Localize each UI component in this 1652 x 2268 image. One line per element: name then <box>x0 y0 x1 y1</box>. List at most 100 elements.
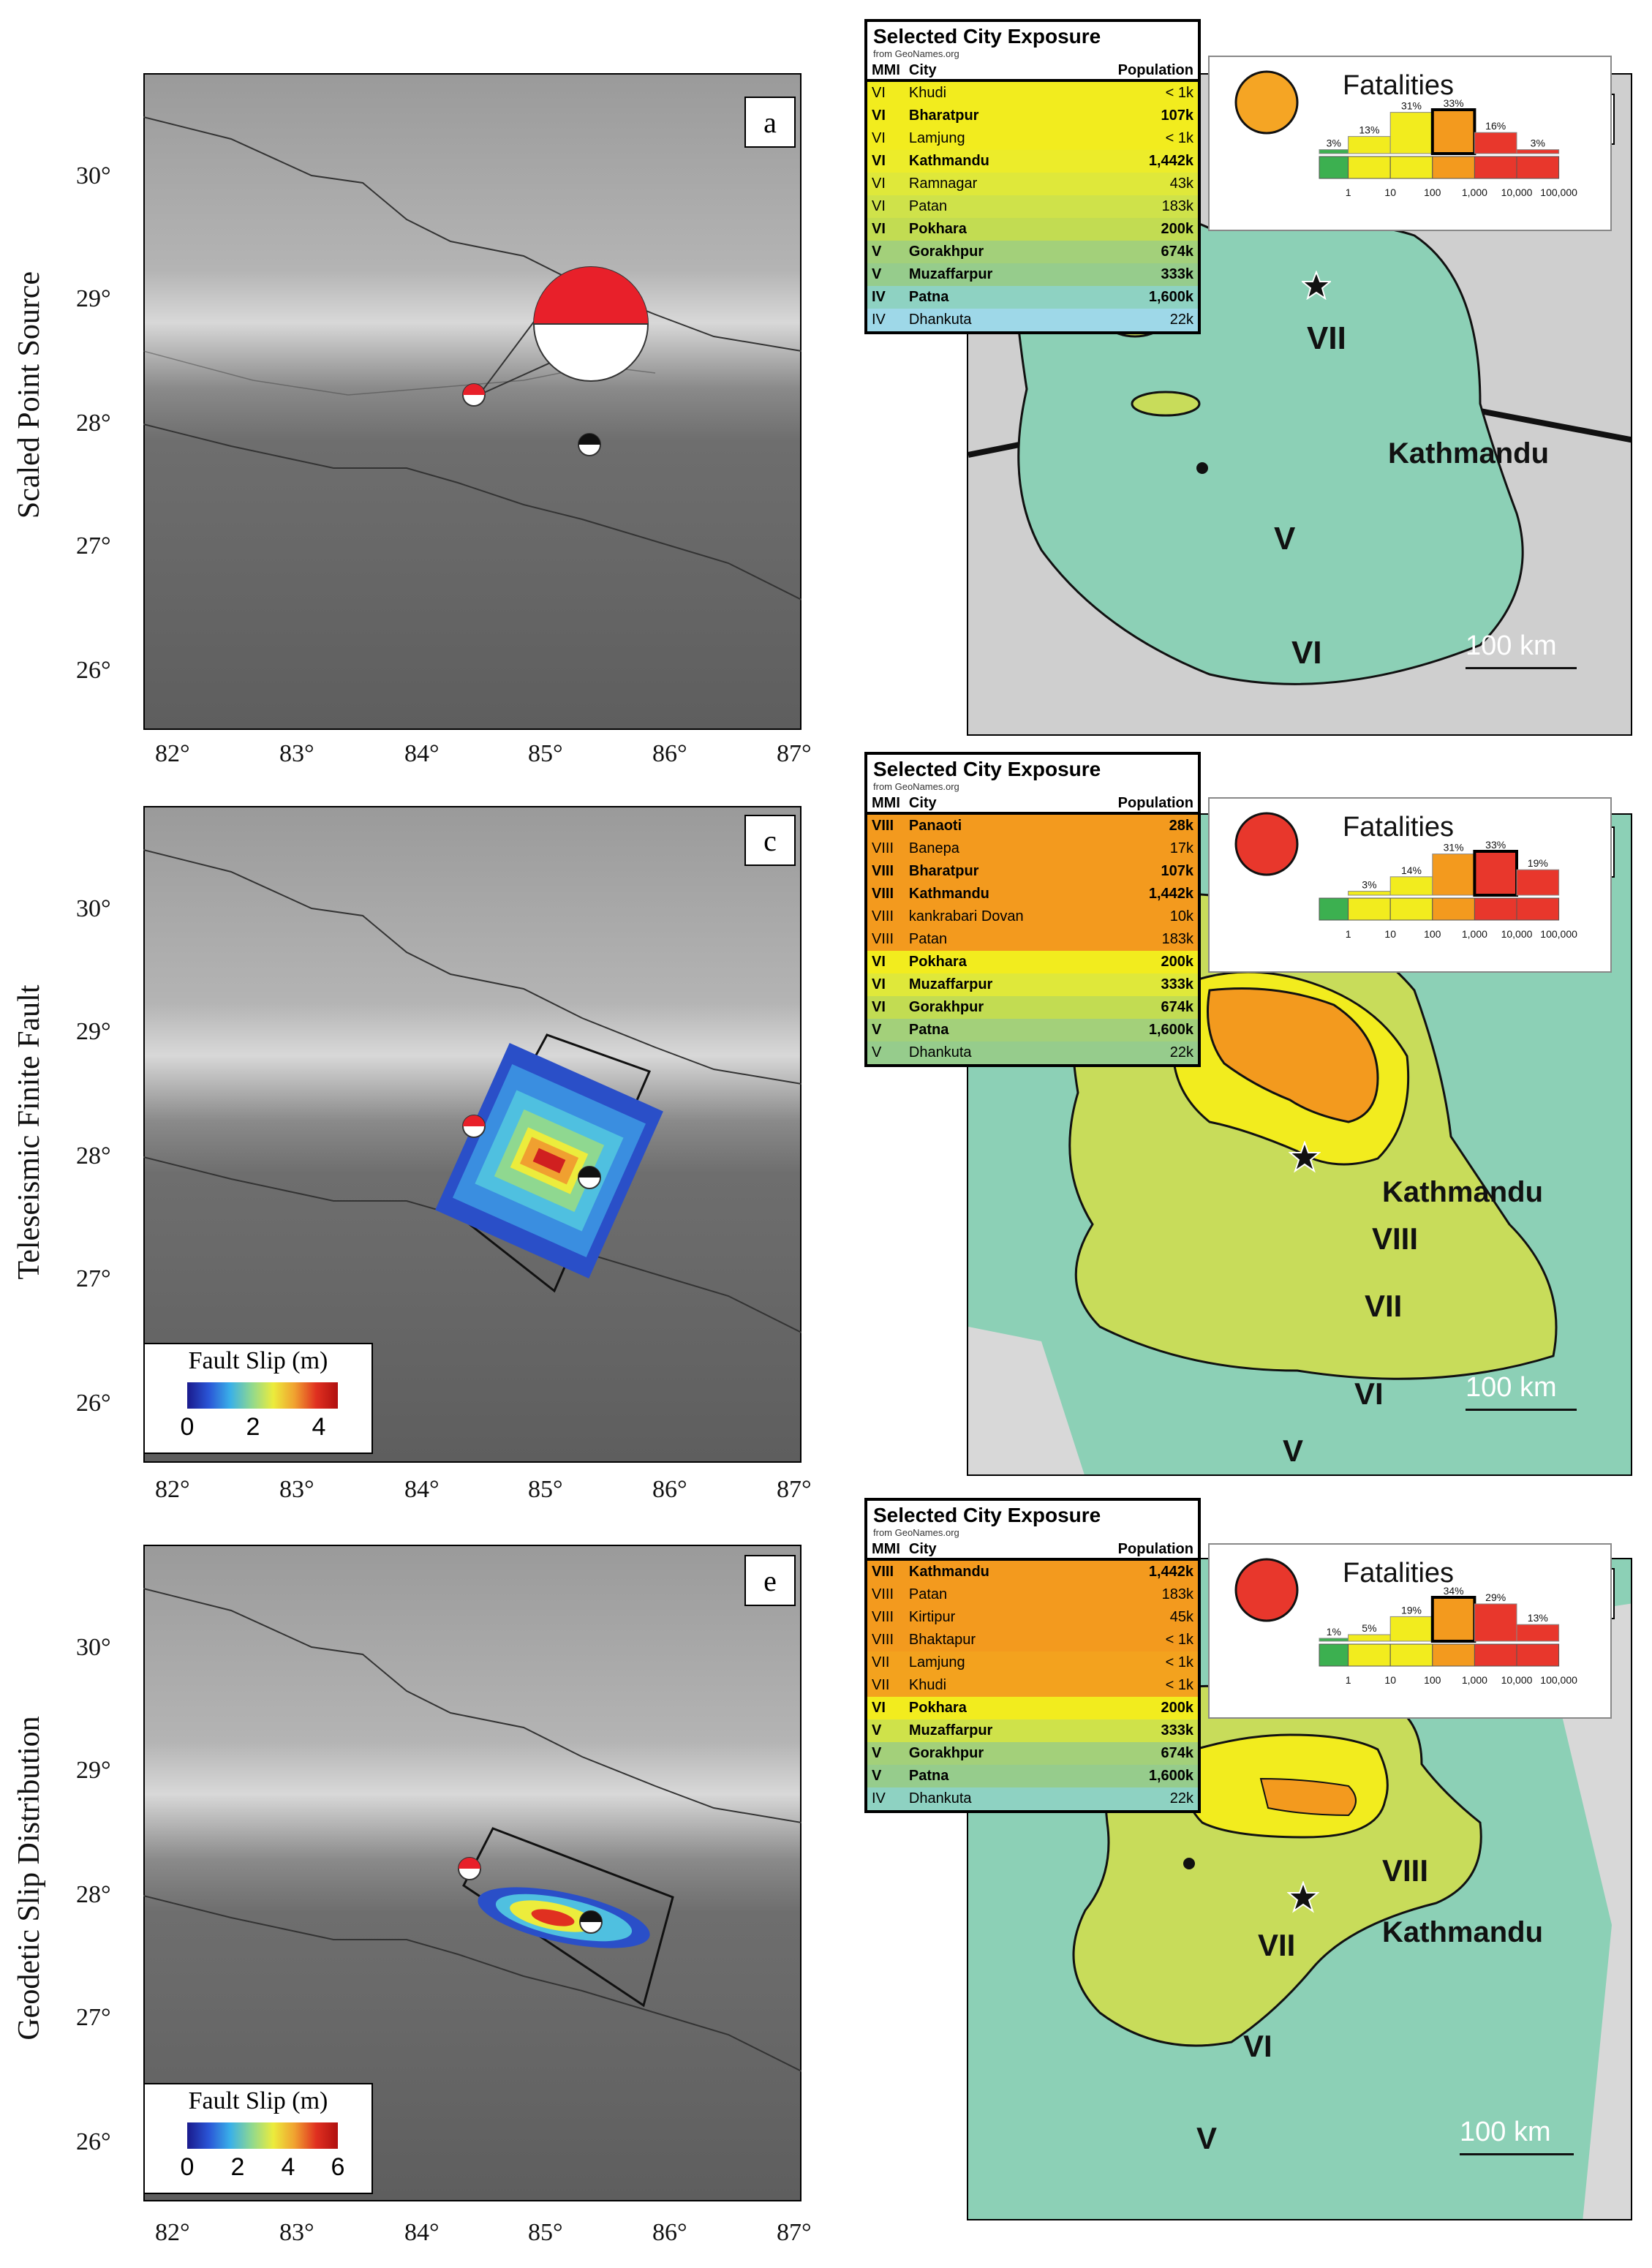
mmi-label: VIII <box>1382 1853 1429 1888</box>
city-mmi: VI <box>872 954 886 970</box>
slip-tick: 0 <box>180 2153 195 2181</box>
fatality-scale-label: 1,000 <box>1462 1674 1487 1686</box>
fatality-scale-label: 1 <box>1346 187 1351 198</box>
city-name: Patna <box>908 1022 949 1038</box>
lon-tick: 82° <box>155 740 190 767</box>
city-exposure-subtitle: from GeoNames.org <box>873 1527 959 1538</box>
city-mmi: IV <box>872 289 886 305</box>
lon-tick: 82° <box>155 2219 190 2246</box>
lon-tick: 87° <box>777 2219 812 2246</box>
city-exposure-table: MMI City Population VI Khudi < 1k VI Bharatp… <box>867 62 1198 331</box>
fatality-bar <box>1348 136 1391 154</box>
city-row: VI Kathmandu 1,442k <box>867 150 1198 173</box>
fatality-scale-bin <box>1432 897 1475 921</box>
lon-tick: 86° <box>652 2219 687 2246</box>
city-population: 200k <box>1161 1700 1194 1716</box>
fatality-bar <box>1389 1616 1433 1642</box>
col-city: City <box>904 62 1058 82</box>
city-population: < 1k <box>1165 1677 1193 1693</box>
city-population: 22k <box>1169 1790 1193 1807</box>
fatality-scale-label: 100,000 <box>1540 1674 1577 1686</box>
slip-tick: 0 <box>180 1413 195 1441</box>
fatality-scale-bin <box>1389 156 1433 179</box>
fatalities-chart: 1 3% 10 14% 100 31% 1,000 33% 10,000 19% 100,000 <box>1234 812 1577 940</box>
lon-tick: 87° <box>777 1476 812 1503</box>
city-name: Bhaktapur <box>908 1632 976 1648</box>
scale-label: 100 km <box>1466 630 1557 661</box>
slip-legend-title: Fault Slip (m) <box>188 1347 328 1374</box>
city-row: V Patna 1,600k <box>867 1019 1198 1041</box>
city-population: 1,442k <box>1148 886 1193 902</box>
city-exposure-subtitle: from GeoNames.org <box>873 781 959 792</box>
city-population: < 1k <box>1165 85 1193 101</box>
col-population: Population <box>1057 62 1198 82</box>
city-population: 333k <box>1161 266 1194 282</box>
city-name: Muzaffarpur <box>908 266 993 282</box>
city-mmi: VI <box>872 1700 886 1716</box>
fatality-scale-bin <box>1516 1643 1560 1667</box>
city-population: 17k <box>1169 840 1193 856</box>
fatality-percent: 16% <box>1485 120 1506 132</box>
city-row: VIII Kathmandu 1,442k <box>867 883 1198 905</box>
city-mmi: VI <box>872 85 886 101</box>
lon-tick: 85° <box>528 2219 563 2246</box>
city-row: VIII Kathmandu 1,442k <box>867 1559 1198 1583</box>
fatality-percent: 33% <box>1444 97 1464 109</box>
fatality-scale-bin <box>1319 156 1349 179</box>
fatality-percent: 19% <box>1528 857 1548 869</box>
city-mmi: VI <box>872 198 886 214</box>
city-mmi: V <box>872 266 882 282</box>
lat-tick: 29° <box>76 1018 111 1045</box>
lat-tick: 27° <box>76 2004 111 2031</box>
col-mmi: MMI <box>867 1541 905 1561</box>
fatality-scale-label: 1,000 <box>1462 187 1487 198</box>
fatality-bar <box>1474 1603 1517 1642</box>
fatality-scale-label: 1 <box>1346 1674 1351 1686</box>
fatality-bar <box>1516 149 1560 154</box>
fatality-bar <box>1432 854 1475 896</box>
panel-label-e: e <box>744 1555 796 1606</box>
fatality-scale-label: 10 <box>1384 928 1396 940</box>
city-mmi: VIII <box>872 1586 894 1602</box>
city-row: VI Lamjung < 1k <box>867 127 1198 150</box>
lat-tick: 27° <box>76 1265 111 1292</box>
beachball-large <box>533 266 649 382</box>
city-row: VIII Patan 183k <box>867 1583 1198 1606</box>
city-mmi: V <box>872 244 882 260</box>
city-name: Kathmandu <box>908 153 989 169</box>
fatality-bar <box>1319 1638 1349 1642</box>
city-population: 22k <box>1169 312 1193 328</box>
city-name: Gorakhpur <box>908 244 984 260</box>
mmi-label: V <box>1274 521 1296 557</box>
fatality-percent: 3% <box>1362 879 1376 891</box>
city-name: kankrabari Dovan <box>908 908 1024 924</box>
scale-bar <box>1466 1409 1577 1411</box>
city-exposure-title: Selected City Exposure <box>873 758 1101 780</box>
city-mmi: V <box>872 1022 882 1038</box>
city-name: Panaoti <box>908 818 962 834</box>
fatality-percent: 5% <box>1362 1622 1376 1634</box>
city-row: IV Dhankuta 22k <box>867 309 1198 331</box>
lon-tick: 86° <box>652 740 687 767</box>
lon-tick: 84° <box>404 740 440 767</box>
fatality-percent: 19% <box>1401 1604 1422 1616</box>
city-population: 674k <box>1161 244 1194 260</box>
city-mmi: VIII <box>872 863 894 879</box>
lat-tick: 26° <box>76 657 111 684</box>
fatality-scale-label: 100 <box>1424 928 1441 940</box>
city-name: Ramnagar <box>908 176 978 192</box>
lat-tick: 26° <box>76 2128 111 2155</box>
city-row: VIII Banepa 17k <box>867 837 1198 860</box>
lat-tick: 28° <box>76 410 111 437</box>
city-mmi: IV <box>872 1790 886 1807</box>
city-population: 200k <box>1161 954 1194 970</box>
mmi-label: VII <box>1307 320 1346 356</box>
city-row: VI Pokhara 200k <box>867 1697 1198 1719</box>
city-row: VIII Patan 183k <box>867 928 1198 951</box>
city-exposure-subtitle: from GeoNames.org <box>873 48 959 59</box>
slip-legend-title: Fault Slip (m) <box>188 2087 328 2114</box>
fatality-scale-bin <box>1389 897 1433 921</box>
fatality-bar <box>1389 112 1433 154</box>
city-label-kathmandu: Kathmandu <box>1382 1916 1543 1948</box>
lat-tick: 26° <box>76 1390 111 1417</box>
